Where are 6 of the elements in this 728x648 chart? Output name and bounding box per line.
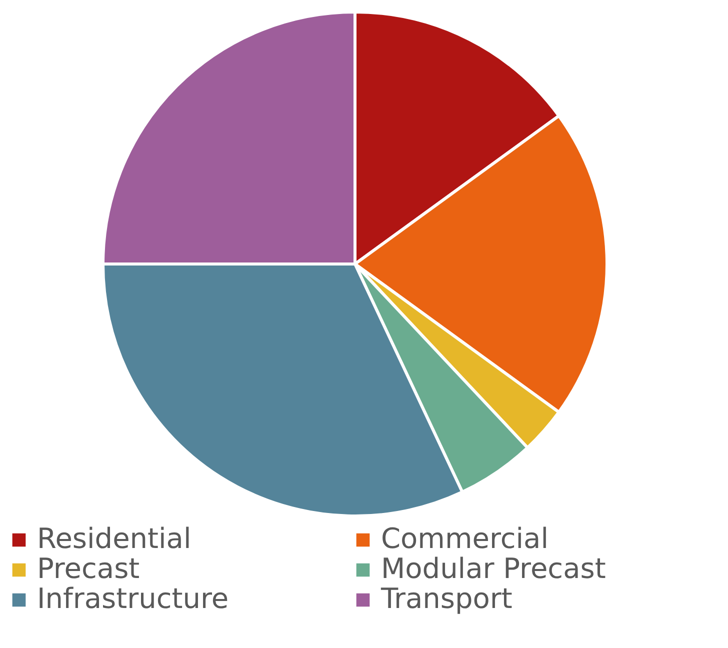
legend-label: Transport (380, 582, 512, 615)
legend-label: Infrastructure (37, 582, 229, 615)
legend-label: Modular Precast (381, 552, 606, 585)
legend-label: Residential (37, 522, 192, 555)
legend-label: Commercial (381, 522, 548, 555)
legend-label: Precast (37, 552, 140, 585)
